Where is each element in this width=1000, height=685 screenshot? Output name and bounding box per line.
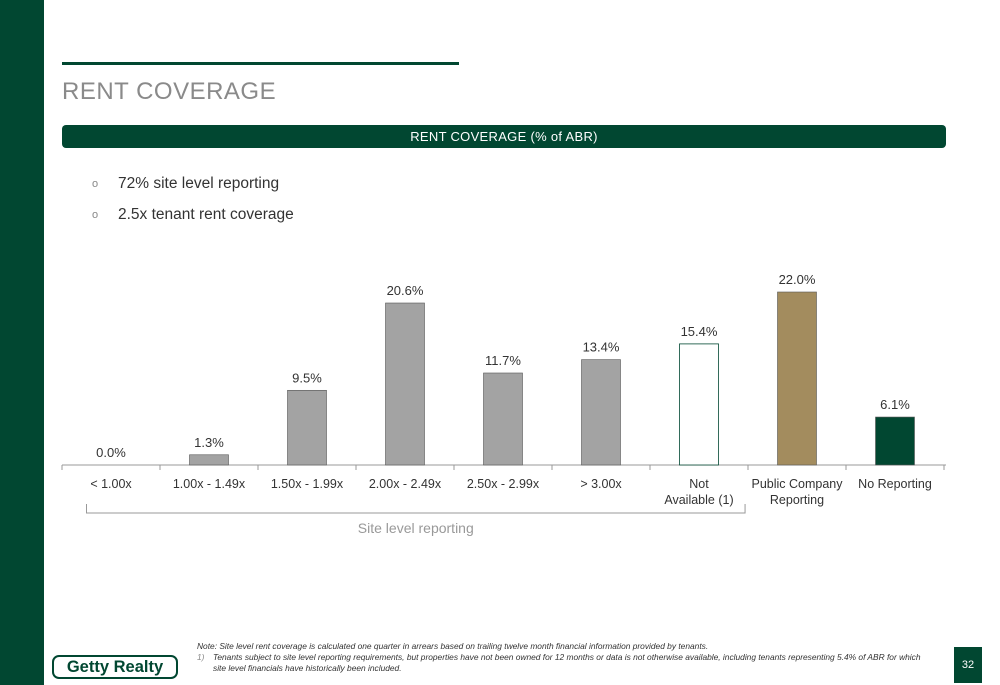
title-rule [62,62,459,65]
footnote-row: 1) Tenants subject to site level reporti… [197,652,927,674]
bar [777,291,817,466]
footnote-text: Tenants subject to site level reporting … [213,652,921,673]
bracket-line [86,504,746,514]
bar [875,416,915,466]
bar [189,454,229,466]
category-label: Public Company [751,477,843,491]
category-label: 1.00x - 1.49x [173,477,246,491]
company-logo: Getty Realty [52,655,178,679]
category-label: < 1.00x [90,477,132,491]
data-label: 20.6% [387,283,424,298]
bullet-item: o 2.5x tenant rent coverage [92,199,294,230]
chart-banner: RENT COVERAGE (% of ABR) [62,125,946,148]
bar [679,343,719,466]
bullet-marker: o [92,177,99,190]
data-label: 0.0% [96,445,126,460]
bar [287,389,327,466]
data-label: 6.1% [880,397,910,412]
bar [483,372,523,466]
bullet-text: 2.5x tenant rent coverage [118,205,294,223]
data-label: 15.4% [681,324,718,339]
category-label: 1.50x - 1.99x [271,477,344,491]
bar [385,302,425,466]
page-title: RENT COVERAGE [62,78,277,105]
category-label: Not [689,477,709,491]
left-accent-bar [0,0,44,685]
footnote-marker: 1) [197,652,205,662]
bracket-label: Site level reporting [358,520,474,536]
category-label: No Reporting [858,477,932,491]
bullet-list: o 72% site level reporting o 2.5x tenant… [92,168,294,230]
category-label: Available (1) [664,493,733,507]
category-label: Reporting [770,493,824,507]
rent-coverage-bar-chart: 0.0% < 1.00x 1.3% 1.00x - 1.49x 9.5% 1.50x - … [61,272,946,536]
category-label: 2.00x - 2.49x [369,477,442,491]
bullet-text: 72% site level reporting [118,174,280,192]
data-label: 9.5% [292,370,322,385]
bullet-item: o 72% site level reporting [92,168,294,199]
page-number: 32 [954,647,982,683]
data-label: 11.7% [485,353,521,368]
data-label: 1.3% [194,435,224,450]
note-text: Note: Site level rent coverage is calcul… [197,641,709,651]
data-label: 13.4% [583,340,620,355]
footnotes: Note: Site level rent coverage is calcul… [197,641,927,674]
data-label: 22.0% [779,272,816,287]
category-label: > 3.00x [580,477,622,491]
category-label: 2.50x - 2.99x [467,477,540,491]
bullet-marker: o [92,208,99,221]
bar [581,359,621,466]
